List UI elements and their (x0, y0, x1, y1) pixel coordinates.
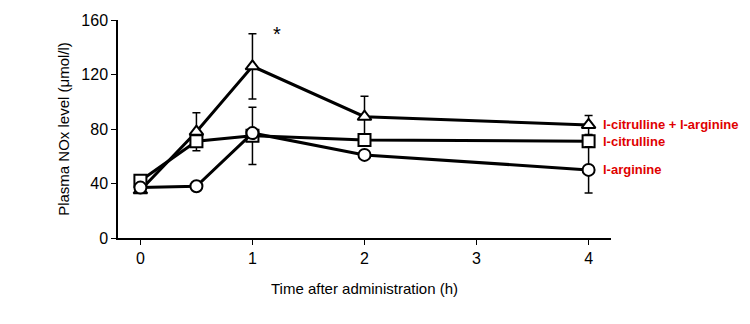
svg-text:l-citrulline + l-arginine: l-citrulline + l-arginine (603, 117, 738, 132)
svg-text:80: 80 (90, 121, 108, 138)
svg-text:160: 160 (81, 12, 108, 29)
svg-text:0: 0 (136, 250, 145, 267)
svg-text:Plasma NOx level (μmol/l): Plasma NOx level (μmol/l) (55, 42, 72, 216)
svg-text:40: 40 (90, 175, 108, 192)
svg-text:*: * (273, 23, 281, 45)
svg-text:l-citrulline: l-citrulline (603, 134, 665, 149)
svg-text:3: 3 (472, 250, 481, 267)
svg-text:4: 4 (584, 250, 593, 267)
svg-text:120: 120 (81, 66, 108, 83)
svg-text:l-arginine: l-arginine (603, 162, 662, 177)
svg-text:1: 1 (248, 250, 257, 267)
svg-text:Time after administration (h): Time after administration (h) (271, 280, 458, 297)
svg-text:0: 0 (99, 230, 108, 247)
svg-text:2: 2 (360, 250, 369, 267)
